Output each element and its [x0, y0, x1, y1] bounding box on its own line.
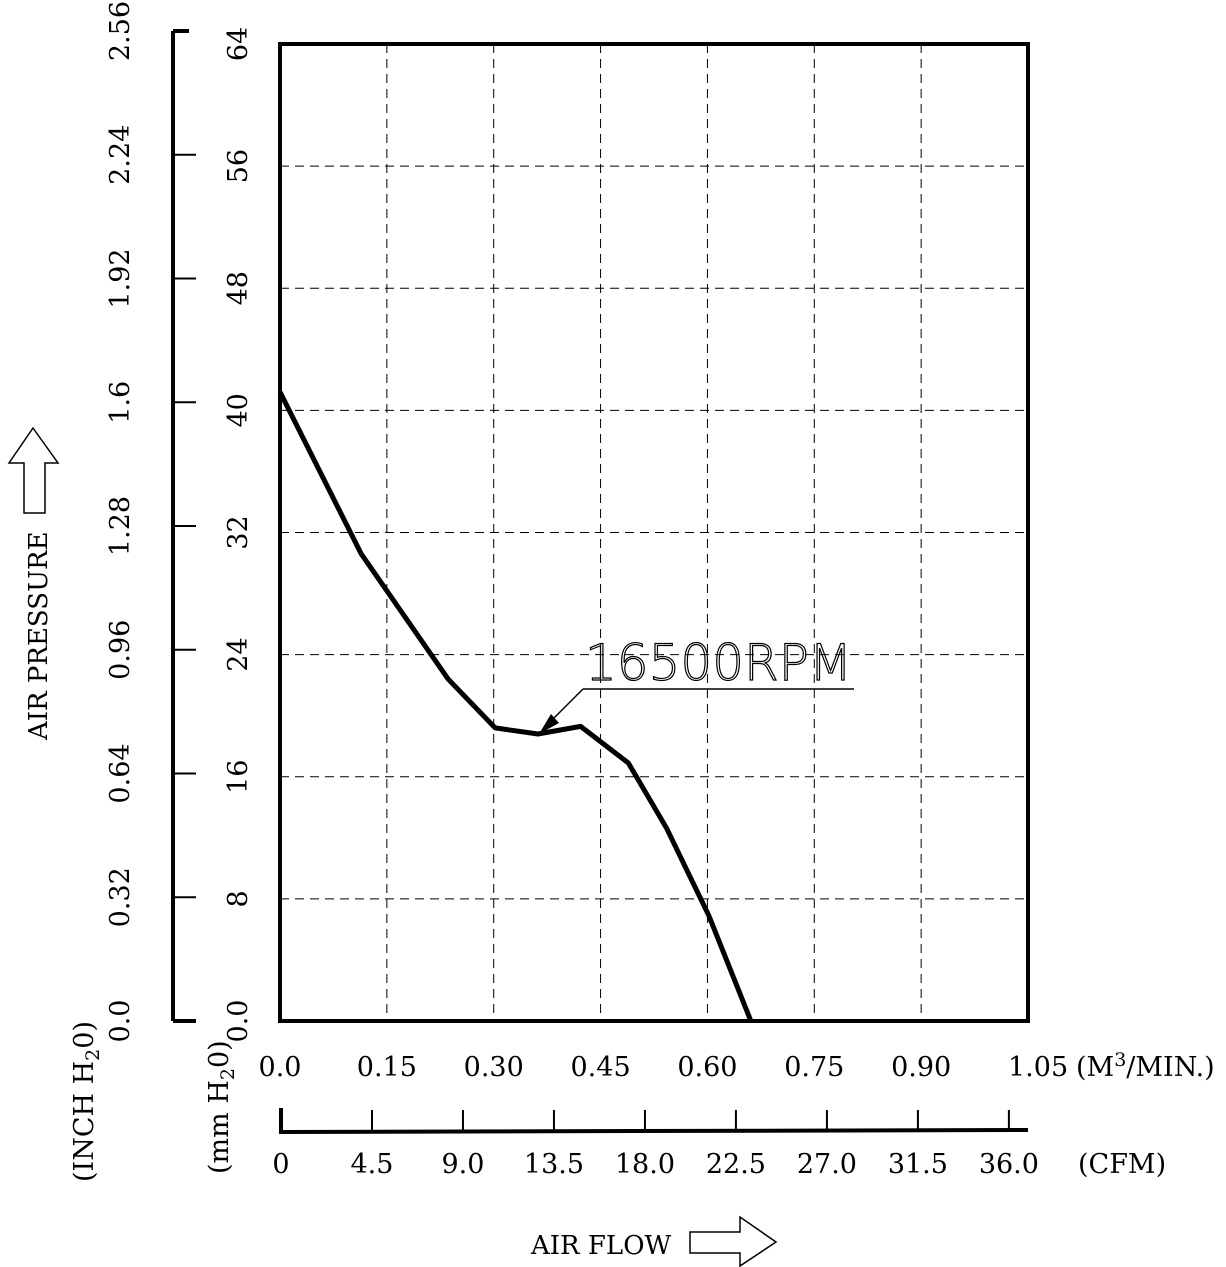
m3-tick-label: 0.15 [357, 1052, 417, 1083]
right-arrow-icon [689, 1215, 778, 1267]
inch-tick-label: 2.56 [105, 1, 136, 61]
mm-axis-ticks: 0.0 8 16 24 32 40 48 56 64 [223, 27, 254, 1043]
m3-tick-label: 1.05 [1008, 1052, 1068, 1083]
grid-lines [280, 44, 1028, 1021]
m3-tick-label: 0.60 [677, 1052, 737, 1083]
mm-tick-label: 40 [223, 393, 254, 427]
m3-tick-label: 0.90 [891, 1052, 951, 1083]
inch-tick-label: 0.96 [105, 620, 136, 680]
up-arrow-icon [7, 426, 60, 514]
inch-tick-label: 0.64 [105, 743, 136, 803]
cfm-tick-label: 0 [272, 1149, 289, 1180]
inch-unit-sub: 2 [82, 1049, 104, 1061]
inch-unit-label: (INCH H20) [69, 1021, 104, 1182]
y-axis-title: AIR PRESSURE [24, 531, 54, 741]
series-label: 16500RPM [585, 634, 852, 692]
inch-tick-label: 1.6 [105, 381, 136, 424]
cfm-tick-label: 22.5 [706, 1149, 766, 1180]
cfm-axis-line [279, 1108, 1029, 1135]
mm-unit-prefix: (mm H [204, 1080, 235, 1174]
cfm-tick-label: 27.0 [797, 1149, 857, 1180]
inch-tick-label: 1.92 [105, 248, 136, 308]
m3-unit-prefix: (M [1076, 1052, 1114, 1083]
inch-tick-label: 1.28 [105, 496, 136, 556]
m3-tick-label: 0.0 [259, 1052, 302, 1083]
cfm-tick-label: 9.0 [441, 1149, 484, 1180]
mm-tick-label: 32 [223, 515, 254, 549]
cfm-tick-label: 36.0 [979, 1149, 1039, 1180]
m3-unit-label: (M3/MIN.) [1076, 1049, 1215, 1083]
inch-tick-label: 0.32 [105, 867, 136, 927]
inch-tick-label: 2.24 [105, 125, 136, 185]
mm-tick-label: 64 [223, 27, 254, 61]
cfm-tick-label: 13.5 [524, 1149, 584, 1180]
cfm-unit-label: (CFM) [1078, 1149, 1166, 1180]
mm-unit-label: (mm H20) [204, 1040, 239, 1174]
mm-unit-sub: 2 [217, 1068, 239, 1080]
mm-tick-label: 48 [223, 271, 254, 305]
cfm-tick-label: 4.5 [351, 1149, 394, 1180]
inch-tick-label: 0.0 [105, 1000, 136, 1043]
mm-tick-label: 24 [223, 637, 254, 671]
m3-unit-sup: 3 [1114, 1049, 1126, 1071]
x-axis-title: AIR FLOW [530, 1231, 672, 1261]
cfm-axis-ticks: 0 4.5 9.0 13.5 18.0 22.5 27.0 31.5 36.0 [272, 1110, 1039, 1180]
m3-axis-ticks: 0.0 0.15 0.30 0.45 0.60 0.75 0.90 1.05 [259, 1052, 1069, 1083]
m3-tick-label: 0.30 [464, 1052, 524, 1083]
callout-arrowhead [539, 714, 559, 734]
cfm-tick-label: 31.5 [888, 1149, 948, 1180]
m3-tick-label: 0.45 [571, 1052, 631, 1083]
mm-tick-label: 8 [223, 890, 254, 907]
mm-tick-label: 0.0 [223, 1000, 254, 1043]
m3-tick-label: 0.75 [784, 1052, 844, 1083]
mm-tick-label: 16 [223, 760, 254, 794]
cfm-tick-label: 18.0 [615, 1149, 675, 1180]
mm-tick-label: 56 [223, 149, 254, 183]
inch-unit-end: 0) [69, 1021, 100, 1049]
mm-unit-end: 0) [204, 1040, 235, 1068]
inch-unit-prefix: (INCH H [69, 1061, 100, 1182]
series-line [277, 390, 754, 1022]
inch-axis-ticks: 0.0 0.32 0.64 0.96 1.28 1.6 1.92 2.24 2.56 [105, 1, 196, 1043]
m3-unit-end: /MIN.) [1126, 1052, 1214, 1083]
